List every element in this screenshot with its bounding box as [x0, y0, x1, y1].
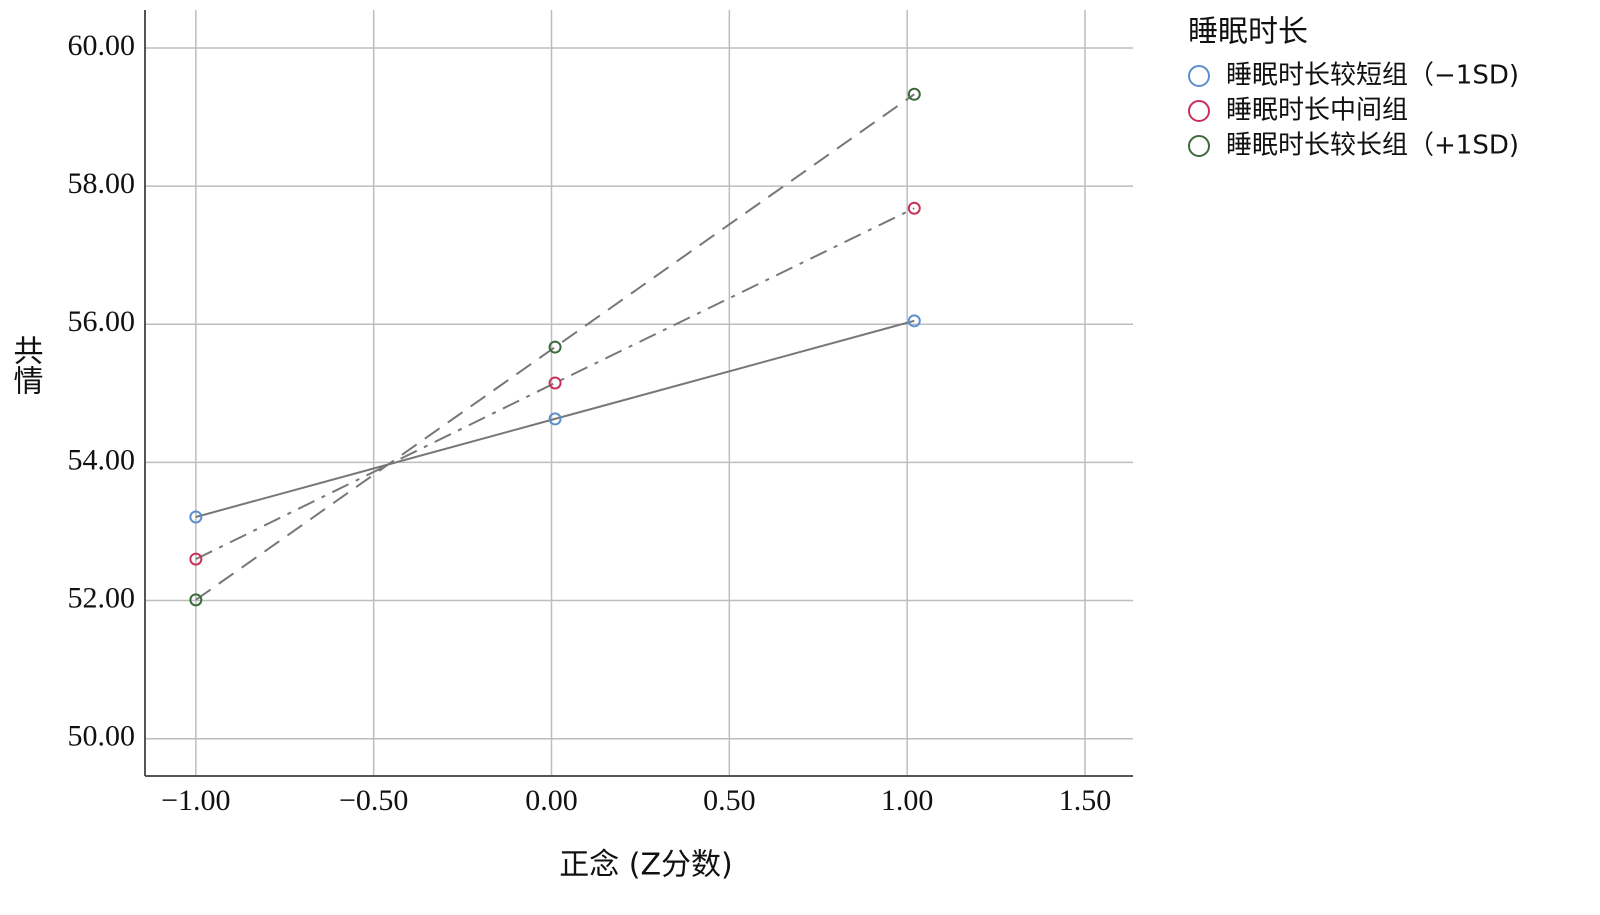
x-tick-label: 0.00	[525, 784, 578, 817]
data-point	[189, 552, 203, 566]
legend-title: 睡眠时长	[1188, 15, 1308, 50]
series-line	[195, 207, 915, 561]
data-point	[189, 510, 203, 524]
data-point	[548, 412, 562, 426]
data-point	[548, 376, 562, 390]
legend-marker	[1188, 65, 1210, 87]
series-line	[195, 319, 915, 518]
y-tick-label: 50.00	[68, 720, 136, 753]
legend-label: 睡眠时长中间组	[1226, 96, 1408, 126]
data-point	[548, 340, 562, 354]
x-tick-label: −1.00	[161, 784, 230, 817]
x-tick-label: 0.50	[703, 784, 756, 817]
x-tick-label: −0.50	[339, 784, 408, 817]
series-line	[195, 93, 915, 601]
legend-label: 睡眠时长较短组（−1SD)	[1226, 61, 1519, 91]
data-point	[907, 314, 921, 328]
data-point	[189, 593, 203, 607]
data-point	[907, 201, 921, 215]
x-axis-label: 正念 (Z分数)	[559, 848, 733, 883]
y-tick-label: 54.00	[68, 443, 136, 476]
y-tick-label: 52.00	[68, 581, 136, 614]
x-tick-label: 1.50	[1059, 784, 1112, 817]
y-axis-label: 共情	[8, 335, 44, 395]
y-tick-label: 58.00	[68, 167, 136, 200]
y-tick-label: 56.00	[68, 305, 136, 338]
data-point	[907, 87, 921, 101]
y-tick-label: 60.00	[68, 29, 136, 62]
legend-marker	[1188, 100, 1210, 122]
x-tick-label: 1.00	[881, 784, 934, 817]
legend-marker	[1188, 135, 1210, 157]
legend-label: 睡眠时长较长组（+1SD)	[1226, 131, 1519, 161]
